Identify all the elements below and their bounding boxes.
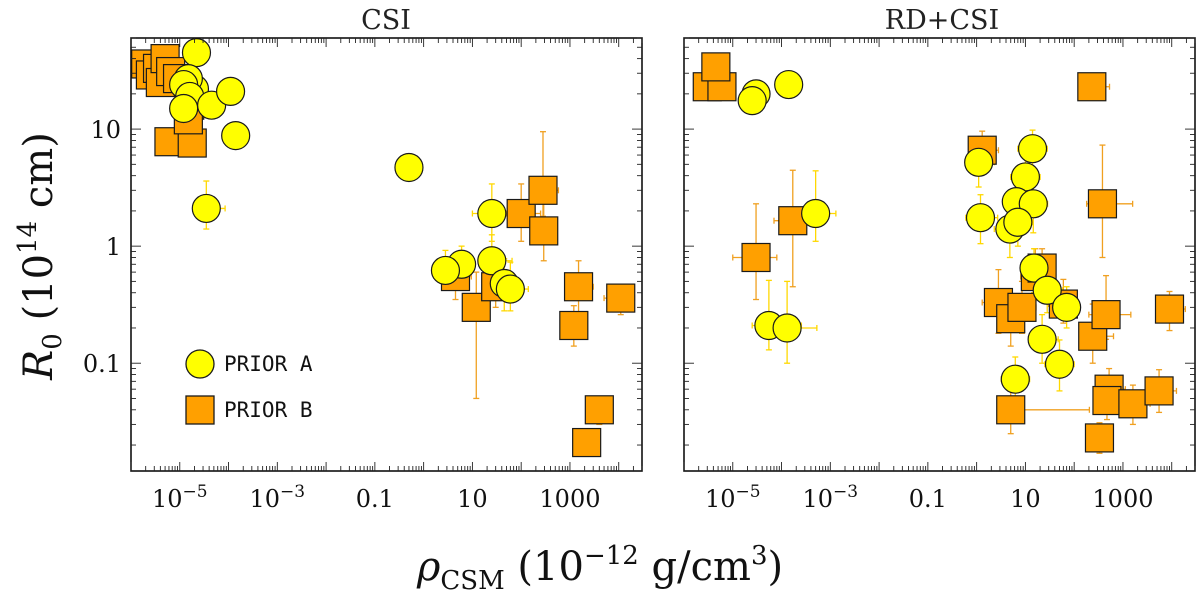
- data-point-prior-a: [772, 313, 802, 343]
- plot-frame-rd-csi: [683, 37, 1196, 472]
- data-point-prior-b: [559, 310, 589, 341]
- data-point-prior-b: [1007, 292, 1037, 322]
- data-point-prior-a: [221, 120, 251, 151]
- legend-marker-prior-a: [185, 349, 215, 379]
- data-point-prior-a: [191, 193, 221, 224]
- data-point-prior-a: [477, 198, 507, 229]
- data-point-prior-b: [528, 175, 558, 205]
- data-point-prior-a: [1010, 162, 1041, 192]
- y-tick-label: 0.1: [83, 350, 121, 378]
- x-tick-label: 10−5: [152, 482, 208, 513]
- x-tick-label: 0.1: [356, 485, 394, 513]
- data-point-prior-a: [477, 246, 507, 276]
- data-point-prior-b: [1144, 376, 1174, 406]
- data-point-prior-a: [1032, 275, 1062, 305]
- y-tick-label: 10: [90, 116, 121, 144]
- x-tick-label: 10: [1010, 485, 1041, 513]
- data-point-prior-a: [1019, 253, 1049, 283]
- data-point-prior-b: [741, 242, 771, 273]
- x-tick-label: 10−5: [705, 482, 761, 513]
- data-point-prior-a: [495, 274, 525, 304]
- y-axis-label: R0 (1014 cm): [13, 132, 68, 381]
- data-point-prior-b: [1118, 389, 1148, 419]
- x-tick-label: 1000: [539, 485, 600, 513]
- data-point-prior-b: [1077, 72, 1107, 102]
- panel-csi: CSI 10−5 10−3 0.1 10 1000 0.1 1 10 PRIOR A PRIO…: [83, 5, 643, 513]
- data-point-prior-a: [965, 203, 996, 233]
- data-point-prior-b: [996, 395, 1026, 425]
- data-point-prior-a: [1003, 207, 1033, 237]
- data-point-prior-b: [584, 395, 614, 425]
- legend: PRIOR A PRIOR B: [185, 349, 313, 425]
- data-point-prior-b: [1087, 189, 1118, 219]
- data-point-prior-b: [701, 52, 731, 82]
- markers-csi: [131, 38, 636, 458]
- data-point-prior-a: [1052, 292, 1082, 322]
- x-tick-label: 1000: [1092, 485, 1153, 513]
- data-point-prior-a: [774, 69, 804, 100]
- y-tick-label: 1: [106, 233, 121, 261]
- data-point-prior-a: [169, 93, 199, 124]
- data-point-prior-b: [529, 216, 559, 246]
- ticks-csi: 10−5 10−3 0.1 10 1000 0.1 1 10: [83, 37, 643, 513]
- markers-rd-csi: [692, 52, 1185, 453]
- data-point-prior-b: [1091, 300, 1121, 330]
- data-point-prior-b: [606, 283, 636, 313]
- x-tick-label: 10−3: [803, 482, 859, 513]
- x-tick-label: 10: [457, 485, 488, 513]
- data-point-prior-a: [737, 86, 767, 116]
- panel-title-csi: CSI: [361, 5, 411, 36]
- data-point-prior-a: [1017, 134, 1048, 164]
- data-point-prior-a: [1027, 324, 1057, 354]
- ticks-rd-csi: 10−5 10−3 0.1 10 1000: [683, 37, 1196, 513]
- data-point-prior-b: [563, 272, 594, 302]
- x-tick-label: 0.1: [909, 485, 947, 513]
- data-point-prior-a: [964, 147, 994, 177]
- legend-label-prior-b: PRIOR B: [224, 398, 313, 422]
- data-point-prior-a: [1000, 364, 1030, 394]
- data-point-prior-b: [572, 427, 602, 458]
- panel-rd-csi: RD+CSI 10−5 10−3 0.1 10 1000: [683, 5, 1196, 513]
- data-point-prior-b: [1154, 294, 1185, 324]
- x-tick-label: 10−3: [250, 482, 306, 513]
- data-point-prior-b: [1092, 385, 1122, 416]
- x-axis-label: ρCSM (10−12 g/cm3): [416, 541, 783, 594]
- data-point-prior-b: [1084, 423, 1115, 453]
- data-point-prior-a: [1044, 349, 1075, 379]
- data-point-prior-a: [430, 255, 461, 286]
- plot-frame-csi: [130, 37, 643, 472]
- panel-title-rd-csi: RD+CSI: [885, 5, 999, 36]
- legend-marker-prior-b: [185, 395, 215, 425]
- data-point-prior-a: [181, 38, 212, 68]
- legend-label-prior-a: PRIOR A: [224, 352, 313, 376]
- data-point-prior-a: [801, 198, 831, 229]
- data-point-prior-a: [215, 76, 246, 106]
- data-point-prior-a: [394, 152, 424, 183]
